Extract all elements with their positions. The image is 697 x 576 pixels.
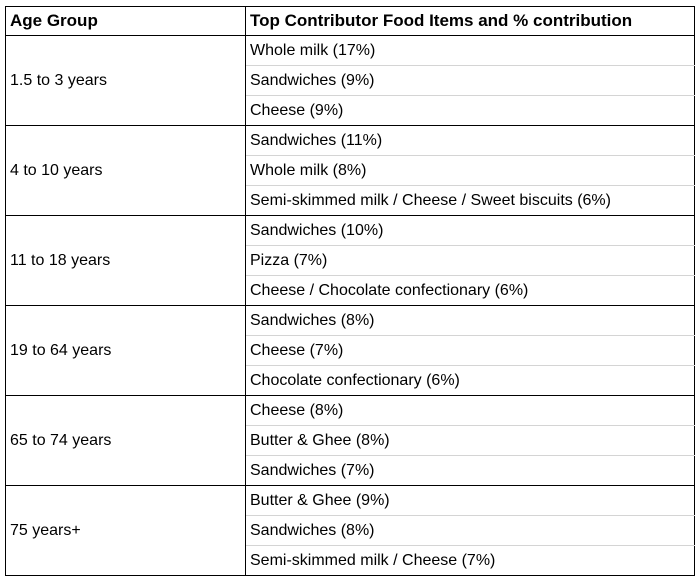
age-group-cell: 4 to 10 years xyxy=(5,125,246,216)
table-row: Sandwiches (7%) xyxy=(6,455,695,486)
age-group-cell: 75 years+ xyxy=(5,485,246,576)
contributor-item: Sandwiches (7%) xyxy=(245,455,695,486)
table-row: Chocolate confectionary (6%) xyxy=(6,365,695,396)
age-group-cell: 65 to 74 years xyxy=(5,395,246,486)
header-age-group: Age Group xyxy=(5,6,246,36)
contributor-item: Cheese (7%) xyxy=(245,335,695,366)
header-row: Age Group Top Contributor Food Items and… xyxy=(5,6,695,36)
header-contributors: Top Contributor Food Items and % contrib… xyxy=(245,6,695,36)
contributor-item: Semi-skimmed milk / Cheese / Sweet biscu… xyxy=(245,185,695,216)
contributor-item: Cheese (8%) xyxy=(245,395,695,426)
contributor-item: Whole milk (17%) xyxy=(245,35,695,66)
contributor-item: Sandwiches (11%) xyxy=(245,125,695,156)
contributor-item: Sandwiches (9%) xyxy=(245,65,695,96)
table-row: Butter & Ghee (8%) xyxy=(6,425,695,456)
table-row: Pizza (7%) xyxy=(6,245,695,276)
contributor-item: Butter & Ghee (9%) xyxy=(245,485,695,516)
contributor-item: Sandwiches (8%) xyxy=(245,515,695,546)
table-row: 65 to 74 years Cheese (8%) xyxy=(5,395,695,486)
table-row: 11 to 18 years Sandwiches (10%) xyxy=(5,215,695,306)
contributor-item: Semi-skimmed milk / Cheese (7%) xyxy=(245,545,695,576)
contributors-table: Age Group Top Contributor Food Items and… xyxy=(5,6,695,576)
table-row: 1.5 to 3 years Whole milk (17%) xyxy=(5,35,695,126)
table-row: 19 to 64 years Sandwiches (8%) xyxy=(5,305,695,396)
table-row: Cheese (9%) xyxy=(6,95,695,126)
age-group-cell: 1.5 to 3 years xyxy=(5,35,246,126)
contributor-item: Chocolate confectionary (6%) xyxy=(245,365,695,396)
table-row: 75 years+ Butter & Ghee (9%) xyxy=(5,485,695,576)
age-group-cell: 19 to 64 years xyxy=(5,305,246,396)
age-group-cell: 11 to 18 years xyxy=(5,215,246,306)
contributor-item: Whole milk (8%) xyxy=(245,155,695,186)
table-row: Cheese (7%) xyxy=(6,335,695,366)
table-row: Sandwiches (9%) xyxy=(6,65,695,96)
contributor-item: Pizza (7%) xyxy=(245,245,695,276)
contributor-item: Sandwiches (8%) xyxy=(245,305,695,336)
table-row: Cheese / Chocolate confectionary (6%) xyxy=(6,275,695,306)
table-row: 4 to 10 years Sandwiches (11%) xyxy=(5,125,695,216)
table-row: Sandwiches (8%) xyxy=(6,515,695,546)
table-row: Whole milk (8%) xyxy=(6,155,695,186)
table-row: Semi-skimmed milk / Cheese / Sweet biscu… xyxy=(6,185,695,216)
contributor-item: Cheese (9%) xyxy=(245,95,695,126)
contributor-item: Cheese / Chocolate confectionary (6%) xyxy=(245,275,695,306)
contributor-item: Butter & Ghee (8%) xyxy=(245,425,695,456)
contributor-item: Sandwiches (10%) xyxy=(245,215,695,246)
